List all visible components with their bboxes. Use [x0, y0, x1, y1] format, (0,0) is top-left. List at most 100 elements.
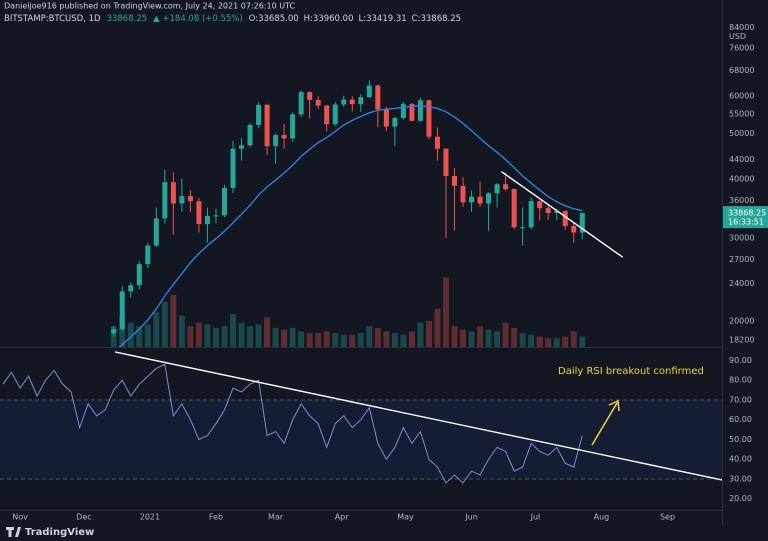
x-tick-label: Sep [660, 513, 675, 522]
rsi-pane [0, 351, 722, 484]
volume-bar [357, 333, 364, 347]
y-tick-label: 76000 [729, 43, 754, 52]
last-price-tag [723, 206, 768, 229]
last-price: 33868.25 [107, 14, 148, 24]
candle-body [196, 201, 202, 225]
volume-bar [298, 331, 305, 347]
change: ▲ +184.08 (+0.55%) [153, 14, 243, 24]
candle-body [477, 196, 483, 204]
y-tick-label: 84000 [729, 23, 754, 32]
candle-body [545, 208, 551, 213]
candle-body [383, 109, 389, 127]
candle-body [230, 148, 236, 188]
volume-bar [408, 331, 415, 347]
y-tick-label: 68000 [729, 66, 754, 75]
volume-bar [366, 326, 373, 347]
y-tick-label: 60000 [729, 92, 754, 101]
volume-bar [417, 322, 424, 347]
y-tick-label: 27000 [729, 255, 754, 264]
candle-body [315, 99, 321, 106]
candle-body [298, 92, 304, 115]
symbol-line: BITSTAMP:BTCUSD, 1D 33868.25 ▲ +184.08 (+0… [4, 14, 461, 24]
price-unit: USD [729, 32, 746, 41]
y-tick-label: 20.00 [729, 494, 752, 503]
volume-bar [119, 315, 126, 347]
volume-bar [451, 326, 458, 347]
volume-bar [187, 326, 194, 347]
author-line: Danieljoe916 published on TradingView.co… [4, 2, 295, 11]
volume-bar [144, 324, 151, 347]
volume-bar [562, 336, 569, 347]
volume-bar [485, 329, 492, 347]
candle-body [349, 99, 355, 105]
annotation: Daily RSI breakout confirmed [558, 366, 704, 377]
candle-body [469, 196, 475, 203]
candle-body [562, 211, 568, 226]
volume-bar [494, 331, 501, 347]
volume-bar [221, 326, 228, 347]
volume-bar [332, 333, 339, 347]
candle-body [136, 264, 142, 286]
volume-bar [579, 336, 586, 347]
x-tick-label: Aug [594, 513, 610, 522]
volume-bar [204, 324, 211, 347]
y-tick-label: 18200 [729, 336, 754, 345]
x-tick-label: Feb [209, 513, 223, 522]
y-tick-label: 55000 [729, 109, 754, 118]
candle-body [145, 245, 151, 265]
x-tick-label: May [397, 513, 414, 522]
volume-bar [153, 312, 160, 347]
volume-bar [136, 326, 143, 347]
candle-body [434, 136, 440, 149]
candle-body [187, 196, 193, 202]
volume-bar [519, 333, 526, 347]
candle-body [443, 148, 449, 177]
candle-body [221, 187, 227, 216]
candle-body [247, 125, 253, 146]
volume-bar [536, 336, 543, 347]
symbol: BITSTAMP:BTCUSD, 1D [4, 14, 101, 24]
candle-body [417, 100, 423, 121]
candle-body [520, 227, 526, 229]
ohlc-high: H:33960.00 [304, 14, 354, 24]
rsi-line [2, 363, 583, 484]
candle-body [213, 215, 219, 217]
candle-body [341, 99, 347, 105]
volume-bar [178, 315, 185, 347]
candle-body [375, 85, 381, 110]
y-tick-label: 90.00 [729, 356, 752, 365]
price-trendline [500, 170, 624, 258]
candle-body [307, 92, 313, 100]
volume-bar [425, 320, 432, 347]
candle-body [119, 291, 125, 330]
volume-bar [553, 338, 560, 347]
candle-body [486, 193, 492, 204]
price-pane [110, 80, 624, 347]
ohlc-close: C:33868.25 [412, 14, 461, 24]
candle-body [554, 211, 560, 213]
y-tick-label: 20000 [729, 316, 754, 325]
candle-body [511, 189, 517, 228]
y-tick-label: 40.00 [729, 455, 752, 464]
volume-bar [374, 327, 381, 347]
y-tick-label: 40000 [729, 175, 754, 184]
candle-body [256, 104, 262, 126]
candle-body [358, 97, 364, 105]
candle-body [426, 100, 432, 137]
candle-body [537, 201, 543, 209]
volume-bar [238, 322, 245, 347]
y-tick-label: 50000 [729, 129, 754, 138]
volume-bar [545, 338, 552, 347]
brand-logo: TradingView [6, 527, 94, 538]
volume-bar [391, 333, 398, 347]
volume-bar [289, 327, 296, 347]
volume-bar [195, 322, 202, 347]
candle-body [170, 182, 176, 204]
volume-bar [349, 334, 356, 347]
candle-body [111, 329, 117, 334]
candle-body [460, 185, 466, 203]
candle-body [179, 196, 185, 204]
volume-bar [570, 331, 577, 347]
